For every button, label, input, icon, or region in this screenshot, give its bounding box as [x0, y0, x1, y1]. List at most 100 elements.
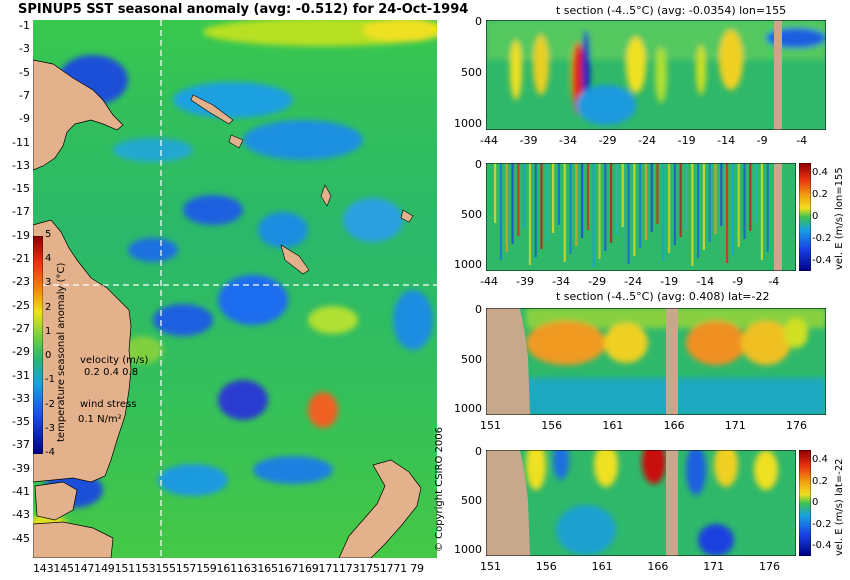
colorbar-tick-label: -2: [45, 398, 55, 410]
velocity-stripe: [610, 163, 613, 243]
velocity-stripe: [505, 163, 508, 252]
x-tick-label: -24: [638, 134, 657, 147]
lat-tick-label: -19: [12, 228, 30, 242]
velocity-colorbar-tick: 0: [812, 497, 819, 508]
lat-tick-label: -45: [12, 531, 30, 545]
velocity-colorbar-tick: -0.4: [812, 255, 832, 266]
colorbar-tick-label: 3: [45, 277, 52, 289]
lat-tick-label: -37: [12, 438, 30, 452]
velocity-stripe: [546, 163, 549, 241]
velocity-stripe: [749, 163, 752, 231]
velocity-stripe: [726, 163, 729, 263]
velocity-stripe: [563, 163, 566, 262]
panel2-colorbar: [799, 163, 811, 271]
lat-tick-label: -17: [12, 205, 30, 219]
depth-tick-label: 0: [475, 15, 482, 28]
velocity-stripe: [523, 163, 526, 228]
x-tick-label: -34: [552, 275, 571, 288]
depth-tick-label: 0: [475, 445, 482, 458]
velocity-stripe: [743, 163, 746, 239]
velocity-stripe: [534, 163, 537, 257]
velocity-stripe: [755, 163, 758, 223]
x-tick-label: -44: [480, 275, 498, 288]
anomaly-patches: [33, 20, 437, 548]
x-tick-label: -24: [624, 275, 643, 288]
velocity-stripe: [569, 163, 572, 254]
velocity-colorbar-tick: -0.4: [812, 540, 832, 551]
panel1-plot[interactable]: [486, 20, 826, 130]
velocity-colorbar-tick: 0: [812, 211, 819, 222]
depth-tick-label: 1000: [454, 117, 482, 130]
lat-tick-label: -27: [12, 321, 30, 335]
velocity-stripe: [650, 163, 653, 232]
velocity-stripe: [708, 163, 711, 242]
map-title: SPINUP5 SST seasonal anomaly (avg: -0.51…: [18, 2, 469, 17]
lat-tick-label: -15: [12, 182, 30, 196]
x-tick-label: -44: [480, 134, 498, 147]
x-tick-label: -34: [559, 134, 578, 147]
panel3-plot[interactable]: [486, 308, 826, 415]
velocity-stripe: [720, 163, 723, 226]
velocity-stripe: [592, 163, 595, 267]
velocity-colorbar-tick: -0.2: [812, 518, 832, 530]
x-tick-label: 166: [663, 419, 685, 432]
depth-tick-label: 0: [475, 158, 482, 171]
velocity-stripe: [679, 163, 682, 237]
velocity-legend-scale: 0.2 0.4 0.8: [84, 367, 139, 378]
velocity-stripe: [668, 163, 671, 253]
colorbar-tick-label: -1: [45, 374, 55, 386]
lat-tick-label: -9: [19, 112, 30, 126]
velocity-stripe: [627, 163, 630, 264]
velocity-stripe: [656, 163, 659, 224]
lat-tick-label: -25: [12, 298, 30, 312]
colorbar-tick-label: 5: [45, 229, 52, 240]
copyright-text: © Copyright CSIRO 2006: [434, 427, 445, 552]
panel2-plot[interactable]: [486, 163, 796, 271]
velocity-stripe: [511, 163, 514, 244]
x-tick-label: 176: [786, 419, 807, 432]
velocity-stripe: [633, 163, 636, 256]
depth-tick-label: 0: [475, 303, 482, 316]
velocity-colorbar-tick: 0.4: [812, 167, 828, 178]
new-caledonia: [280, 244, 310, 275]
vanuatu: [320, 184, 332, 207]
lat-tick-label: -43: [12, 508, 30, 522]
colorbar-tick-label: 0: [45, 350, 52, 362]
velocity-stripe: [494, 163, 497, 223]
panel4-plot[interactable]: [486, 450, 796, 556]
velocity-stripe: [552, 163, 555, 233]
new-zealand-land: [338, 459, 422, 558]
depth-tick-label: 1000: [454, 402, 482, 415]
velocity-stripe: [766, 163, 769, 252]
lat-tick-label: -23: [12, 275, 30, 289]
lat-tick-label: -21: [12, 252, 30, 265]
x-tick-label: -39: [516, 275, 534, 288]
tasmania-land: [34, 481, 78, 521]
panel3-title: t section (-4..5°C) (avg: 0.408) lat=-22: [556, 290, 770, 303]
x-tick-label: 161: [602, 419, 624, 432]
x-tick-label: -39: [519, 134, 538, 147]
velocity-colorbar-tick: 0.2: [812, 475, 828, 487]
depth-tick-label: 1000: [454, 258, 482, 271]
lat-tick-label: -11: [12, 135, 30, 149]
velocity-stripe: [581, 163, 584, 238]
depth-tick-label: 500: [461, 494, 482, 507]
x-tick-label: -19: [677, 134, 696, 147]
velocity-stripe: [615, 163, 618, 235]
lat-tick-label: -3: [19, 42, 30, 56]
map-colorbar: [33, 236, 43, 454]
x-tick-label: 171: [703, 560, 725, 573]
x-tick-label: -14: [717, 134, 736, 147]
x-tick-label: 166: [647, 560, 669, 573]
velocity-stripe: [697, 163, 700, 258]
sst-map[interactable]: [33, 20, 437, 558]
x-tick-label: 161: [591, 560, 613, 573]
x-tick-label: -29: [598, 134, 617, 147]
colorbar-tick-label: 4: [45, 253, 52, 265]
velocity-stripe: [662, 163, 665, 261]
velocity-stripe: [499, 163, 502, 260]
colorbar-tick-label: -3: [45, 422, 55, 434]
wind-legend-scale: 0.1 N/m²: [78, 414, 122, 425]
lat-tick-label: -33: [12, 391, 30, 405]
x-tick-label: 151: [480, 560, 501, 573]
